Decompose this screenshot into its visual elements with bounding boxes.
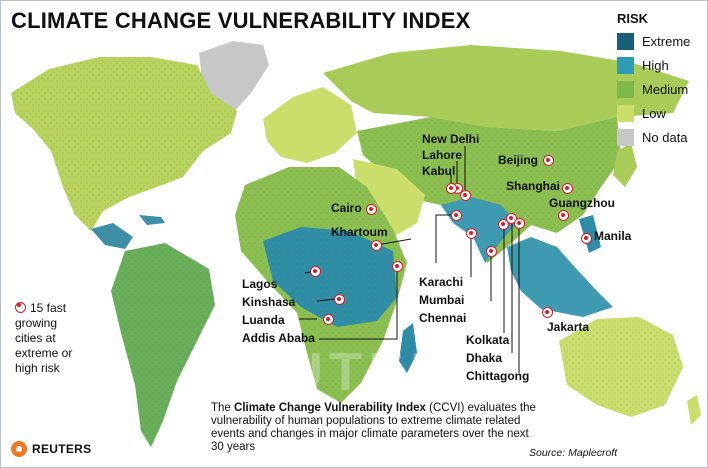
- city-label-mumbai: Mumbai: [419, 293, 465, 307]
- legend-swatch-low: [617, 104, 634, 122]
- legend-swatch-extreme: [617, 32, 634, 50]
- city-label-luanda: Luanda: [242, 313, 285, 327]
- reuters-brand: REUTERS: [11, 441, 91, 457]
- city-label-jakarta: Jakarta: [547, 320, 590, 334]
- marker-karachi: [451, 210, 462, 221]
- city-label-chennai: Chennai: [419, 311, 467, 325]
- description-bold: Climate Change Vulnerability Index: [234, 402, 426, 414]
- legend-swatch-high: [617, 56, 634, 74]
- marker-kinshasa: [334, 294, 345, 305]
- legend-label-medium: Medium: [642, 81, 689, 97]
- reuters-watermark: REUTERS: [197, 342, 498, 402]
- marker-mumbai: [466, 228, 477, 239]
- southeast-asia-landmass: [507, 237, 613, 317]
- legend-heading: RISK: [617, 11, 649, 26]
- marker-luanda: [323, 314, 334, 325]
- marker-cairo: [366, 204, 377, 215]
- marker-kolkata: [498, 219, 509, 230]
- marker-new-delhi: [460, 190, 471, 201]
- madagascar-landmass: [399, 323, 417, 373]
- city-label-guangzhou: Guangzhou: [549, 196, 615, 210]
- leader-addis-ababa: [319, 267, 398, 340]
- city-label-beijing: Beijing: [498, 153, 539, 167]
- legend-label-no-data: No data: [642, 129, 688, 145]
- city-label-chittagong: Chittagong: [466, 369, 530, 383]
- marker-chittagong: [514, 218, 525, 229]
- legend-item-no-data: No data: [617, 125, 690, 149]
- marker-guangzhou: [558, 210, 569, 221]
- map-title: CLIMATE CHANGE VULNERABILITY INDEX: [11, 8, 471, 33]
- legend-item-medium: Medium: [617, 77, 690, 101]
- city-label-lahore: Lahore: [422, 148, 463, 162]
- south-america-texture: [111, 243, 215, 447]
- reuters-logo-icon: [11, 441, 27, 457]
- source-credit: Source: Maplecroft: [529, 447, 618, 459]
- fast-growing-cities-note: 15 fast growing cities at extreme or hig…: [15, 301, 75, 376]
- city-label-new-delhi: New Delhi: [422, 132, 480, 146]
- east-asia-texture: [357, 117, 621, 263]
- legend-label-low: Low: [642, 105, 666, 121]
- new-zealand-landmass: [687, 395, 701, 425]
- marker-kabul: [446, 183, 457, 194]
- leader-lines: [299, 146, 520, 373]
- legend-swatch-medium: [617, 80, 634, 98]
- legend-swatch-no-data: [617, 128, 634, 146]
- australia-texture: [559, 317, 683, 417]
- north-america-texture: [11, 57, 237, 231]
- russia-landmass: [323, 45, 689, 131]
- legend-item-low: Low: [617, 101, 690, 125]
- description-prefix: The: [211, 402, 235, 414]
- brand-text: REUTERS: [32, 442, 92, 456]
- europe-landmass: [263, 87, 357, 163]
- city-label-kinshasa: Kinshasa: [242, 295, 296, 309]
- marker-beijing: [543, 155, 554, 166]
- leader-kinshasa: [316, 298, 338, 302]
- city-label-kolkata: Kolkata: [466, 333, 510, 347]
- city-label-karachi: Karachi: [419, 275, 464, 289]
- legend-label-extreme: Extreme: [642, 33, 691, 49]
- marker-addis-ababa: [392, 261, 403, 272]
- marker-khartoum: [371, 240, 382, 251]
- legend-label-high: High: [642, 57, 669, 73]
- city-label-lagos: Lagos: [242, 277, 278, 291]
- africa-texture: [235, 167, 407, 403]
- city-label-kabul: Kabul: [422, 164, 456, 178]
- greenland-landmass: [199, 41, 269, 113]
- marker-jakarta: [542, 307, 553, 318]
- city-label-dhaka: Dhaka: [466, 351, 503, 365]
- ccvi-description: The Climate Change Vulnerability Index (…: [211, 402, 541, 454]
- marker-shanghai: [562, 183, 573, 194]
- city-label-addis-ababa: Addis Ababa: [242, 331, 315, 345]
- city-label-khartoum: Khartoum: [331, 225, 388, 239]
- middle-east-landmass: [353, 159, 425, 237]
- marker-chennai: [486, 246, 497, 257]
- city-label-shanghai: Shanghai: [506, 179, 561, 193]
- city-label-manila: Manila: [594, 229, 632, 243]
- description-suffix: (CCVI) evaluates the vulnerability of hu…: [211, 402, 536, 453]
- marker-lagos: [310, 266, 321, 277]
- risk-legend: RISK Extreme High Medium Low No data: [617, 11, 690, 149]
- city-label-cairo: Cairo: [331, 201, 362, 215]
- legend-item-high: High: [617, 53, 690, 77]
- caribbean-landmass: [139, 215, 165, 225]
- note-marker-icon: [15, 302, 26, 313]
- leader-karachi: [435, 214, 456, 263]
- legend-item-extreme: Extreme: [617, 29, 690, 53]
- note-text: 15 fast growing cities at extreme or hig…: [15, 301, 73, 375]
- marker-manila: [581, 233, 592, 244]
- japan-landmass: [613, 143, 637, 187]
- central-america-landmass: [91, 223, 133, 249]
- leader-khartoum: [376, 238, 412, 246]
